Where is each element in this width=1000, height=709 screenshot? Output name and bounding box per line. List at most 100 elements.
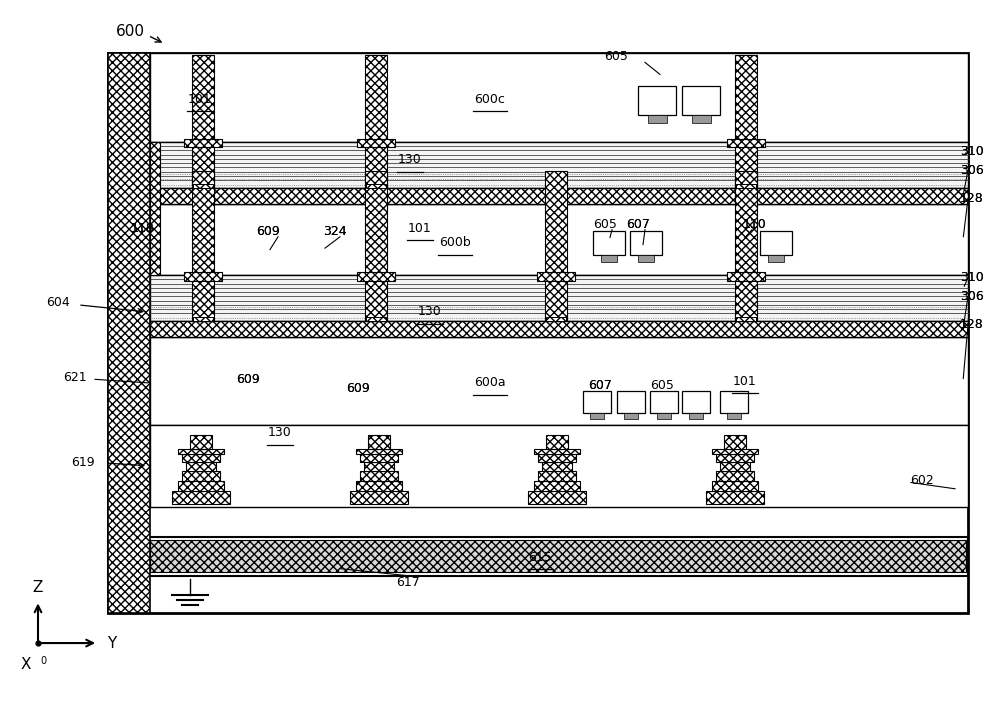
Bar [624, 413, 638, 419]
Bar [720, 391, 748, 413]
Text: X: X [21, 657, 31, 672]
Text: 310: 310 [960, 145, 984, 157]
Text: 602: 602 [910, 474, 934, 487]
Bar [760, 231, 792, 255]
Bar [727, 139, 765, 147]
Bar [364, 462, 394, 471]
Text: 310: 310 [960, 272, 984, 284]
Bar [368, 435, 390, 449]
Text: Y: Y [107, 635, 117, 651]
Text: 609: 609 [256, 225, 280, 238]
Bar [534, 449, 580, 454]
Bar [735, 171, 757, 321]
Text: 600: 600 [116, 24, 144, 40]
Bar [538, 454, 576, 462]
Text: 101: 101 [408, 222, 432, 235]
Bar [108, 53, 968, 613]
Bar [736, 184, 756, 188]
Text: 310: 310 [960, 145, 984, 157]
Bar [365, 171, 387, 321]
Bar [727, 413, 741, 419]
Bar [768, 255, 784, 262]
Bar [182, 471, 220, 481]
Bar [150, 142, 968, 188]
Text: 128: 128 [960, 192, 984, 205]
Text: 306: 306 [960, 290, 984, 303]
Bar [638, 255, 654, 262]
Text: 607: 607 [588, 379, 612, 392]
Text: 604: 604 [46, 296, 70, 308]
Text: 110: 110 [743, 218, 767, 231]
Bar [178, 481, 224, 491]
Bar [150, 540, 966, 572]
Text: 0: 0 [40, 656, 46, 666]
Bar [682, 391, 710, 413]
Bar [365, 55, 387, 188]
Text: 607: 607 [626, 218, 650, 231]
Text: 609: 609 [346, 382, 370, 395]
Text: 118: 118 [131, 222, 155, 235]
Bar [657, 413, 671, 419]
Bar [583, 391, 611, 413]
Text: Z: Z [33, 580, 43, 596]
Bar [108, 53, 150, 613]
Bar [534, 481, 580, 491]
Bar [178, 449, 224, 454]
Text: 130: 130 [398, 153, 422, 166]
Bar [546, 317, 566, 321]
Text: 609: 609 [256, 225, 280, 238]
Text: 130: 130 [418, 306, 442, 318]
Bar [716, 471, 754, 481]
Text: 607: 607 [588, 379, 612, 392]
Bar [716, 454, 754, 462]
Bar [150, 188, 968, 204]
Text: 101: 101 [188, 93, 212, 106]
Bar [538, 471, 576, 481]
Text: 617: 617 [396, 576, 420, 589]
Bar [720, 462, 750, 471]
Bar [150, 204, 968, 275]
Bar [366, 317, 386, 321]
Text: 110: 110 [743, 218, 767, 231]
Bar [360, 471, 398, 481]
Bar [150, 142, 160, 275]
Bar [192, 171, 214, 321]
Bar [712, 449, 758, 454]
Bar [184, 139, 222, 147]
Text: 118: 118 [131, 222, 155, 235]
Bar [682, 86, 720, 115]
Text: 600b: 600b [439, 236, 471, 249]
Text: 306: 306 [960, 164, 984, 177]
Bar [356, 481, 402, 491]
Bar [542, 462, 572, 471]
Bar [537, 272, 575, 281]
Bar [593, 231, 625, 255]
Bar [617, 391, 645, 413]
Text: 609: 609 [236, 373, 260, 386]
Bar [193, 317, 213, 321]
Bar [650, 391, 678, 413]
Bar [727, 272, 765, 281]
Bar [356, 449, 402, 454]
Bar [692, 115, 710, 123]
Bar [366, 184, 386, 188]
Text: 621: 621 [63, 371, 87, 384]
Bar [172, 491, 230, 504]
Bar [630, 231, 662, 255]
Text: 306: 306 [960, 290, 984, 303]
Text: 619: 619 [71, 456, 95, 469]
Bar [357, 272, 395, 281]
Text: 600c: 600c [475, 93, 505, 106]
Bar [186, 462, 216, 471]
Bar [689, 413, 703, 419]
Text: 128: 128 [960, 318, 984, 331]
Bar [638, 86, 676, 115]
Text: 324: 324 [323, 225, 347, 238]
Text: 607: 607 [626, 218, 650, 231]
Text: 130: 130 [268, 426, 292, 439]
Bar [706, 491, 764, 504]
Bar [150, 425, 968, 507]
Bar [712, 481, 758, 491]
Bar [182, 454, 220, 462]
Bar [601, 255, 617, 262]
